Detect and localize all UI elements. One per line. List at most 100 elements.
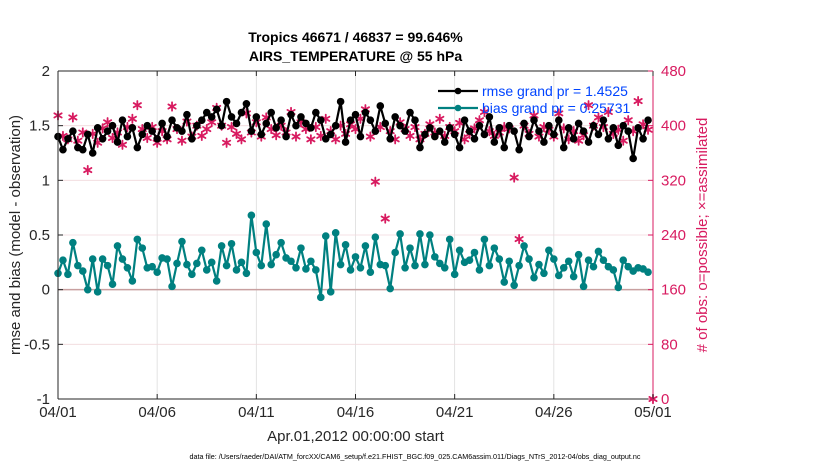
obs-marker [306,134,316,145]
bias-point [188,270,196,279]
rmse-point [411,116,419,124]
bias-point [455,246,464,255]
bias-point [267,260,276,269]
bias-point [401,264,409,272]
obs-marker [509,172,519,183]
y-axis-label-left: rmse and bias (model - observation) [7,115,24,355]
bias-point [78,267,87,275]
bias-point [470,248,479,257]
x-tick-label: 04/06 [138,404,176,421]
rmse-point [307,124,315,132]
legend-label-bias: bias grand pr = 0.25731 [482,100,630,116]
chart-subtitle: AIRS_TEMPERATURE @ 55 hPa [249,48,463,64]
bias-point [351,253,360,261]
bias-point [123,264,132,272]
y-tick-label-left: 0 [42,282,50,299]
bias-point [396,230,404,238]
rmse-point [282,132,290,141]
bias-point [411,261,419,270]
x-tick-label: 04/11 [238,404,274,421]
bias-point [183,260,191,269]
rmse-point [158,119,166,128]
bias-point [624,262,633,271]
rmse-point [153,134,161,143]
rmse-point [351,110,360,119]
rmse-point [197,116,206,124]
rmse-point [535,127,543,135]
bias-point [302,265,310,273]
rmse-point [267,108,276,117]
rmse-point [604,134,613,143]
bias-point [237,258,246,267]
bias-point [232,266,241,274]
bias-point [108,280,117,289]
obs-marker [177,135,187,146]
rmse-point [421,130,429,139]
rmse-point [237,108,246,117]
bias-point [88,255,97,263]
bias-point [272,250,280,259]
y-tick-label-right: 400 [661,118,686,135]
bias-point [426,231,434,239]
y-tick-label-left: 1.5 [29,118,50,135]
y-tick-label-right: 480 [661,63,686,80]
bias-point [307,257,315,266]
rmse-point [143,121,152,130]
y-tick-label-right: 0 [661,391,669,408]
bias-point [564,257,573,266]
obs-marker [271,130,281,141]
bias-point [153,268,161,276]
rmse-point [401,127,409,135]
rmse-point [178,127,186,135]
bias-point [98,255,107,263]
y-tick-label-right: 160 [661,282,686,299]
rmse-point [83,130,92,139]
rmse-point [277,116,285,124]
obs-marker [583,100,594,111]
bias-point [381,261,390,270]
bias-point [113,242,122,250]
obs-marker [554,108,564,119]
bias-point [540,269,548,278]
rmse-point [609,124,618,132]
bias-point [416,230,424,238]
rmse-point [515,145,523,154]
bias-point [326,288,335,296]
bias-point [545,246,553,255]
rmse-point [118,116,127,124]
bias-point [163,255,171,263]
rmse-point [168,116,176,124]
rmse-point [470,134,479,143]
bias-point [242,269,251,278]
rmse-point [88,149,97,157]
bias-point [574,250,583,259]
rmse-point [202,108,211,117]
bias-point [619,256,628,264]
obs-marker [633,95,643,107]
rmse-point [406,108,414,117]
bias-point [589,262,598,271]
x-tick-label: 05/01 [634,404,672,421]
bias-point [510,281,518,290]
bias-point [579,282,588,291]
bias-point [361,242,370,250]
rmse-point [316,116,325,124]
rmse-point [356,132,365,141]
rmse-point [93,124,102,132]
rmse-point [391,113,399,121]
bias-point [297,244,305,252]
bias-point [222,261,231,270]
rmse-point [431,132,439,141]
rmse-point [108,121,117,130]
rmse-point [545,121,553,130]
obs-marker [127,113,137,124]
bias-point [554,271,563,280]
bias-point [614,283,623,292]
bias-point [217,242,226,250]
bias-point [435,259,444,268]
rmse-point [495,124,504,132]
bias-point [287,257,295,266]
y-axis-label-right: # of obs: o=possible; ×=assimilated [694,118,711,353]
bias-point [644,268,652,276]
